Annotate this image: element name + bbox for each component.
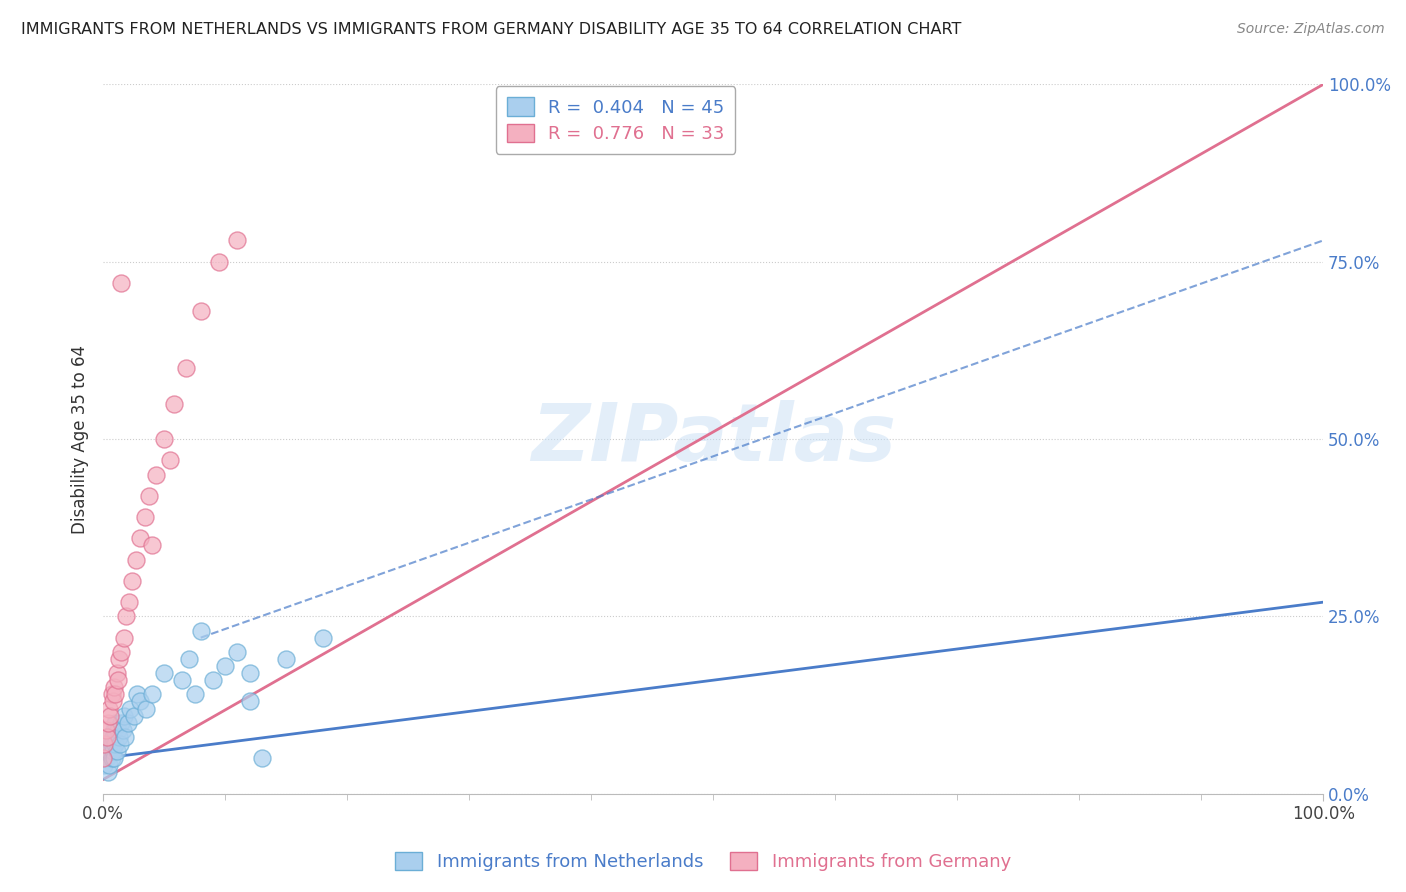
Point xyxy=(100,708,122,723)
Point xyxy=(128,694,150,708)
Point xyxy=(122,708,145,723)
Point xyxy=(118,595,141,609)
Point xyxy=(98,701,121,715)
Point xyxy=(96,737,118,751)
Point xyxy=(110,276,132,290)
Point xyxy=(108,730,131,744)
Point xyxy=(98,744,121,758)
Legend: R =  0.404   N = 45, R =  0.776   N = 33: R = 0.404 N = 45, R = 0.776 N = 33 xyxy=(496,87,735,154)
Legend: Immigrants from Netherlands, Immigrants from Germany: Immigrants from Netherlands, Immigrants … xyxy=(388,845,1018,879)
Point xyxy=(98,758,121,772)
Point xyxy=(100,751,122,765)
Point xyxy=(190,624,212,638)
Point xyxy=(141,538,163,552)
Point xyxy=(100,687,122,701)
Point xyxy=(135,701,157,715)
Point xyxy=(105,744,128,758)
Text: ZIPatlas: ZIPatlas xyxy=(530,400,896,478)
Point xyxy=(101,694,124,708)
Point xyxy=(93,737,115,751)
Point xyxy=(103,681,125,695)
Point xyxy=(174,361,197,376)
Point xyxy=(115,609,138,624)
Point xyxy=(141,687,163,701)
Point xyxy=(118,701,141,715)
Point xyxy=(117,715,139,730)
Point xyxy=(110,645,132,659)
Point xyxy=(112,631,135,645)
Point xyxy=(101,730,124,744)
Point xyxy=(125,552,148,566)
Point xyxy=(128,532,150,546)
Y-axis label: Disability Age 35 to 64: Disability Age 35 to 64 xyxy=(72,344,89,533)
Point xyxy=(101,744,124,758)
Point xyxy=(238,666,260,681)
Point xyxy=(93,758,115,772)
Point xyxy=(276,652,298,666)
Point xyxy=(312,631,335,645)
Point xyxy=(97,765,120,780)
Point xyxy=(226,645,249,659)
Point xyxy=(153,432,176,446)
Point xyxy=(145,467,167,482)
Point xyxy=(250,751,273,765)
Point xyxy=(100,737,122,751)
Point xyxy=(100,730,122,744)
Point xyxy=(110,715,132,730)
Point xyxy=(153,666,176,681)
Point xyxy=(138,489,160,503)
Point xyxy=(107,673,129,688)
Point xyxy=(108,737,131,751)
Text: Source: ZipAtlas.com: Source: ZipAtlas.com xyxy=(1237,22,1385,37)
Point xyxy=(183,687,205,701)
Point xyxy=(91,751,114,765)
Point xyxy=(112,708,135,723)
Point xyxy=(107,723,129,737)
Point xyxy=(127,687,149,701)
Point xyxy=(94,744,117,758)
Point xyxy=(104,715,127,730)
Point xyxy=(105,666,128,681)
Point xyxy=(96,751,118,765)
Point xyxy=(201,673,224,688)
Point xyxy=(91,751,114,765)
Point xyxy=(159,453,181,467)
Point xyxy=(108,652,131,666)
Point xyxy=(177,652,200,666)
Point xyxy=(104,737,127,751)
Point xyxy=(238,694,260,708)
Point xyxy=(96,730,118,744)
Point xyxy=(111,723,134,737)
Point xyxy=(103,751,125,765)
Point xyxy=(208,254,231,268)
Point xyxy=(163,396,186,410)
Point xyxy=(172,673,194,688)
Point xyxy=(134,510,156,524)
Point xyxy=(121,574,143,588)
Point xyxy=(104,687,127,701)
Point xyxy=(97,715,120,730)
Point xyxy=(214,659,236,673)
Point xyxy=(114,730,136,744)
Point xyxy=(103,723,125,737)
Point xyxy=(94,723,117,737)
Point xyxy=(190,304,212,318)
Text: IMMIGRANTS FROM NETHERLANDS VS IMMIGRANTS FROM GERMANY DISABILITY AGE 35 TO 64 C: IMMIGRANTS FROM NETHERLANDS VS IMMIGRANT… xyxy=(21,22,962,37)
Point xyxy=(226,234,249,248)
